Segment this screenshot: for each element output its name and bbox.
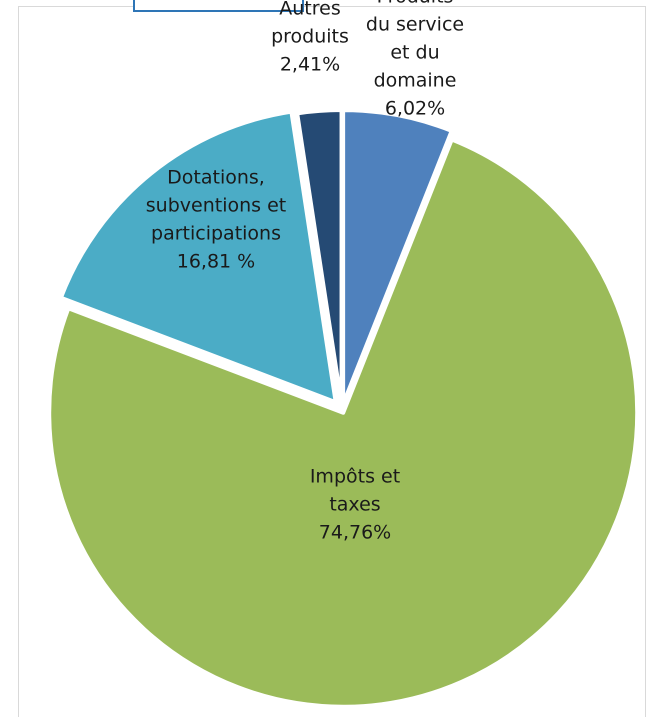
- slice-label-line: et du: [390, 42, 439, 64]
- selection-box: [133, 0, 304, 12]
- slice-label-line: participations: [151, 223, 281, 245]
- slice-label-line: du service: [366, 14, 464, 36]
- slice-label-line: 2,41%: [280, 54, 340, 76]
- slice-label-line: Impôts et: [310, 466, 400, 488]
- pie-slices: [47, 108, 640, 709]
- slice-label-line: domaine: [374, 70, 457, 92]
- pie-slice-3: [58, 109, 338, 405]
- slice-label-3: Dotations, subventions et participations 16…: [146, 167, 286, 273]
- chart-area: [18, 6, 646, 717]
- slice-label-line: 74,76%: [319, 522, 391, 544]
- slice-label-line: Autres: [279, 0, 340, 20]
- slice-label-line: Produits: [377, 0, 454, 8]
- slice-label-line: Dotations,: [167, 167, 265, 189]
- pie-slice-4: [295, 108, 344, 407]
- slice-label-line: subventions et: [146, 195, 286, 217]
- slice-label-line: produits: [271, 26, 349, 48]
- slice-label-line: 16,81 %: [177, 251, 256, 273]
- slice-label-line: taxes: [329, 494, 380, 516]
- slice-label-2: Impôts et taxes 74,76%: [310, 466, 400, 544]
- pie-labels: Produits du service et du domaine 6,02% Impôt…: [146, 0, 464, 544]
- slice-label-4: Autres produits 2,41%: [271, 0, 349, 76]
- pie-slice-2: [47, 137, 640, 709]
- slice-label-line: 6,02%: [385, 98, 445, 120]
- slice-label-1: Produits du service et du domaine 6,02%: [366, 0, 464, 120]
